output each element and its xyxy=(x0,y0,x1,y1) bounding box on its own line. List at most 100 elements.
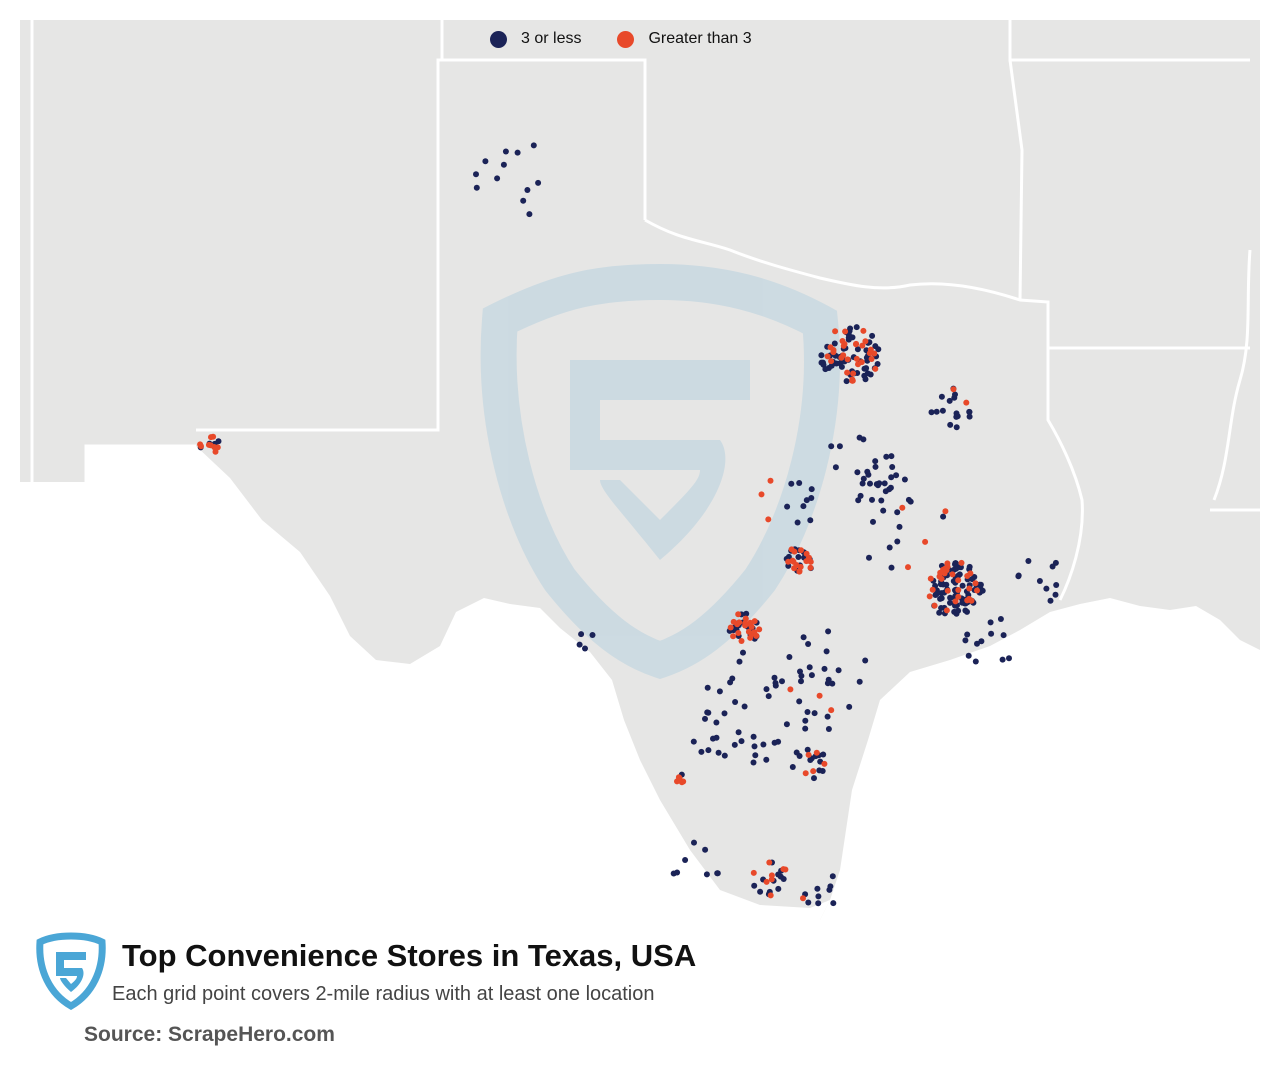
map-point-low xyxy=(795,520,801,526)
map-point-low xyxy=(829,681,835,687)
map-point-high xyxy=(751,870,757,876)
map-point-low xyxy=(854,324,860,330)
map-point-low xyxy=(934,409,940,415)
legend-low-label: 3 or less xyxy=(521,30,581,48)
map-point-low xyxy=(839,364,845,370)
map-point-low xyxy=(846,704,852,710)
map-point-low xyxy=(802,718,808,724)
map-point-high xyxy=(955,587,961,593)
map-point-high xyxy=(932,603,938,609)
map-point-low xyxy=(805,709,811,715)
map-point-high xyxy=(765,516,771,522)
map-point-low xyxy=(857,679,863,685)
map-point-low xyxy=(962,608,968,614)
scrapehero-logo xyxy=(34,930,108,1010)
map-point-low xyxy=(760,742,766,748)
map-point-low xyxy=(790,764,796,770)
map-point-low xyxy=(938,581,944,587)
map-point-low xyxy=(889,565,895,571)
map-point-high xyxy=(860,328,866,334)
map-point-low xyxy=(515,150,521,156)
map-point-low xyxy=(524,187,530,193)
map-point-high xyxy=(736,619,742,625)
map-point-high xyxy=(928,576,934,582)
map-point-high xyxy=(944,560,950,566)
map-point-low xyxy=(804,497,810,503)
map-point-high xyxy=(859,343,865,349)
map-point-low xyxy=(739,738,745,744)
map-point-low xyxy=(938,605,944,611)
map-point-low xyxy=(763,757,769,763)
map-point-low xyxy=(578,631,584,637)
map-point-low xyxy=(535,180,541,186)
map-point-low xyxy=(796,698,802,704)
map-point-low xyxy=(526,211,532,217)
map-point-low xyxy=(939,394,945,400)
map-point-high xyxy=(759,491,765,497)
map-point-low xyxy=(947,595,953,601)
map-point-low xyxy=(828,443,834,449)
map-point-low xyxy=(1006,655,1012,661)
map-point-low xyxy=(474,185,480,191)
map-point-low xyxy=(772,675,778,681)
map-point-low xyxy=(809,672,815,678)
map-point-low xyxy=(784,504,790,510)
legend-item-high: Greater than 3 xyxy=(617,30,751,48)
map-point-low xyxy=(702,716,708,722)
map-point-low xyxy=(590,632,596,638)
map-point-low xyxy=(473,171,479,177)
map-point-high xyxy=(927,593,933,599)
map-point-low xyxy=(784,721,790,727)
map-point-low xyxy=(531,142,537,148)
map-point-low xyxy=(786,654,792,660)
map-point-low xyxy=(704,709,710,715)
map-point-low xyxy=(869,333,875,339)
map-point-low xyxy=(878,498,884,504)
map-point-low xyxy=(953,414,959,420)
map-point-low xyxy=(716,750,722,756)
map-point-low xyxy=(967,409,973,415)
map-point-low xyxy=(812,710,818,716)
map-point-low xyxy=(988,631,994,637)
map-point-low xyxy=(795,554,801,560)
map-point-high xyxy=(942,508,948,514)
map-point-high xyxy=(735,630,741,636)
map-point-low xyxy=(973,659,979,665)
map-point-low xyxy=(798,673,804,679)
map-point-high xyxy=(817,693,823,699)
map-point-high xyxy=(853,341,859,347)
map-point-high xyxy=(728,625,734,631)
map-point-high xyxy=(730,633,736,639)
legend-high-label: Greater than 3 xyxy=(648,30,751,48)
map-point-low xyxy=(887,545,893,551)
map-point-low xyxy=(503,149,509,155)
map-point-low xyxy=(752,743,758,749)
map-point-high xyxy=(930,587,936,593)
map-point-low xyxy=(801,634,807,640)
map-point-low xyxy=(715,870,721,876)
map-point-low xyxy=(947,398,953,404)
map-point-high xyxy=(766,860,772,866)
map-point-low xyxy=(882,480,888,486)
map-point-low xyxy=(825,714,831,720)
map-point-low xyxy=(822,666,828,672)
map-point-high xyxy=(810,768,816,774)
map-point-high xyxy=(869,356,875,362)
map-point-low xyxy=(705,747,711,753)
map-point-high xyxy=(951,386,957,392)
map-point-high xyxy=(206,442,212,448)
map-point-low xyxy=(1053,582,1059,588)
map-point-low xyxy=(866,555,872,561)
map-point-high xyxy=(850,371,856,377)
map-point-low xyxy=(732,699,738,705)
map-point-low xyxy=(698,749,704,755)
map-point-low xyxy=(870,519,876,525)
map-point-low xyxy=(863,365,869,371)
map-point-low xyxy=(824,648,830,654)
map-point-low xyxy=(978,582,984,588)
map-point-low xyxy=(805,641,811,647)
map-point-high xyxy=(963,400,969,406)
map-point-high xyxy=(840,352,846,358)
map-point-high xyxy=(905,564,911,570)
map-point-low xyxy=(702,847,708,853)
